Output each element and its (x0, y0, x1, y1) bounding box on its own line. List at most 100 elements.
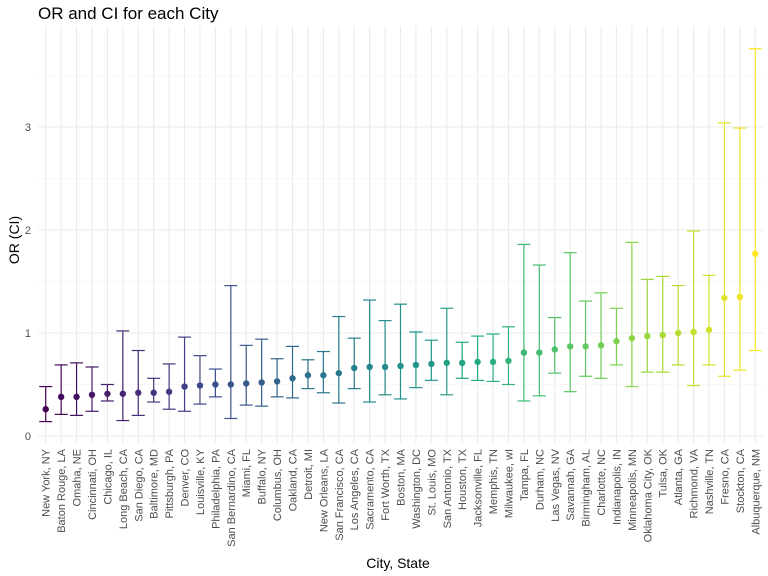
or-point (88, 391, 96, 398)
or-point (644, 332, 651, 340)
error-bar-group (239, 344, 253, 406)
error-bar-group (625, 241, 639, 388)
or-point (320, 372, 327, 379)
x-tick-label: Miami, FL (241, 449, 253, 497)
or-point (489, 358, 497, 366)
x-tick-label: Oakland, CA (288, 448, 300, 511)
or-point (736, 293, 744, 301)
x-tick-label: Boston, MA (396, 448, 408, 506)
error-bar-group (347, 337, 361, 390)
error-bar-group (471, 335, 485, 381)
error-bar-group (501, 326, 515, 386)
error-bar-group (455, 341, 469, 379)
or-point (443, 359, 450, 367)
error-bar-group (671, 285, 685, 366)
y-tick-label: 3 (25, 122, 31, 134)
error-bar-group (116, 330, 130, 422)
x-tick-label: Minneapolis, MN (627, 449, 639, 531)
error-bar-group (409, 331, 423, 389)
or-point (505, 357, 512, 365)
y-tick-labels: 0 1 2 3 (25, 122, 31, 443)
or-point (659, 331, 666, 339)
or-point (597, 342, 605, 349)
x-tick-label: Birmingham, AL (581, 449, 593, 527)
error-bar-group (363, 299, 377, 403)
or-point (366, 363, 373, 371)
error-bar-group (270, 358, 284, 398)
error-bar-group (193, 355, 207, 405)
error-bar-group (316, 350, 330, 394)
x-tick-label: Tulsa, OK (658, 448, 670, 497)
x-tick-label: Philadelphia, PA (210, 448, 222, 529)
error-bar-group (85, 366, 99, 412)
error-bar-group (702, 274, 716, 366)
error-bar-group (594, 292, 608, 379)
or-point (628, 334, 636, 342)
x-tick-label: Louisville, KY (195, 448, 207, 515)
x-tick-label: Jacksonville, FL (473, 449, 485, 527)
or-point (119, 390, 127, 397)
error-bar-group (609, 307, 623, 366)
or-point (289, 375, 296, 382)
x-tick-label: Savannah, GA (565, 448, 577, 520)
error-bar-group (147, 377, 161, 403)
x-tick-label: New Orleans, LA (318, 448, 330, 532)
or-point (613, 338, 620, 345)
or-point (520, 349, 528, 356)
error-bar-group (394, 303, 407, 400)
x-tick-label: Las Vegas, NV (550, 448, 562, 521)
error-bar-group (748, 48, 762, 352)
error-bar-group (70, 362, 84, 416)
or-point (705, 326, 713, 334)
or-point (243, 380, 250, 387)
y-tick-label: 1 (25, 328, 31, 340)
y-tick-label: 0 (25, 431, 31, 443)
x-tick-label: Los Angeles, CA (349, 448, 361, 530)
error-bar-group (440, 307, 454, 396)
error-bar-group (255, 338, 269, 407)
or-point (212, 381, 219, 388)
x-tick-label: Detroit, MI (303, 449, 315, 500)
x-tick-label: Nashville, TN (704, 449, 716, 514)
error-bar-group (178, 336, 192, 412)
or-point (397, 362, 404, 370)
x-tick-label: Sacramento, CA (365, 448, 377, 529)
marks-layer (39, 48, 762, 423)
or-point (104, 390, 111, 397)
error-bar-group (548, 316, 562, 374)
error-bar-group (640, 278, 654, 373)
x-tick-label: Richmond, VA (689, 448, 701, 518)
error-bar-group (424, 339, 438, 381)
or-point (459, 359, 466, 367)
x-tick-label: Washington, DC (411, 449, 423, 529)
or-point (150, 389, 157, 396)
error-bar-group (717, 122, 731, 377)
or-point (165, 388, 173, 395)
x-axis-title: City, State (366, 555, 430, 571)
or-point (273, 378, 281, 385)
error-bar-group (532, 264, 546, 397)
or-point (412, 361, 420, 369)
or-point (57, 393, 65, 401)
or-point (351, 364, 358, 372)
or-point (721, 294, 728, 302)
error-bar-group (733, 127, 747, 371)
x-tick-label: Buffalo, NY (257, 448, 269, 504)
error-bar-group (162, 363, 176, 410)
error-bar-group (378, 320, 392, 396)
x-tick-label: San Francisco, CA (334, 448, 346, 540)
or-point (428, 360, 435, 368)
or-point (474, 358, 481, 366)
x-tick-label: Pittsburgh, PA (164, 448, 176, 518)
or-point (135, 389, 142, 396)
or-point (196, 382, 204, 389)
or-point (536, 349, 543, 356)
error-bar-group (579, 300, 593, 377)
error-bar-group (656, 275, 670, 373)
x-tick-label: Durham, NC (534, 449, 546, 510)
x-tick-label: Fort Worth, TX (380, 448, 392, 520)
or-point (227, 381, 235, 388)
or-point (690, 328, 697, 336)
or-point (73, 393, 80, 401)
